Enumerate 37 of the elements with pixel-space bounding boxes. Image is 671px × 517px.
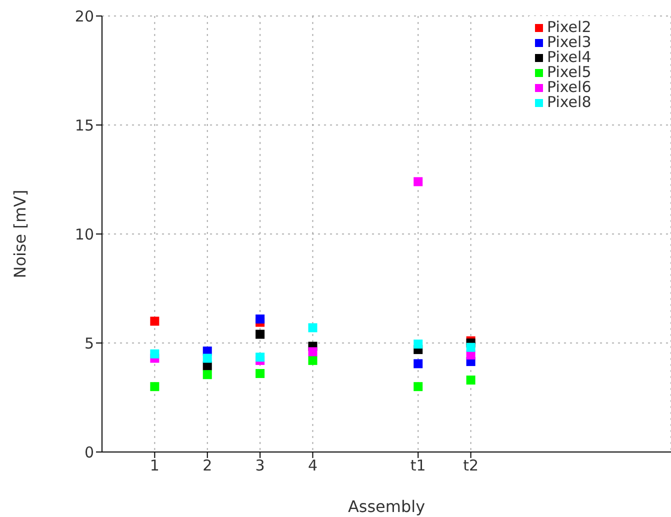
x-axis-title: Assembly [348, 497, 426, 516]
point [150, 382, 160, 392]
y-tick-label: 0 [84, 443, 94, 462]
point [308, 356, 318, 365]
point [256, 314, 265, 324]
y-axis-title: Noise [mV] [10, 190, 30, 278]
point [466, 342, 476, 352]
legend-label: Pixel3 [547, 33, 592, 51]
y-tick-label: 15 [74, 116, 94, 134]
legend-label: Pixel5 [547, 63, 592, 81]
point [414, 359, 423, 368]
x-tick-label: t1 [410, 456, 426, 475]
point [308, 323, 318, 332]
point [308, 347, 318, 356]
point [414, 340, 423, 349]
legend-label: Pixel4 [547, 48, 592, 66]
legend-label: Pixel2 [547, 18, 592, 36]
point [414, 382, 423, 392]
y-tick-label: 20 [74, 7, 94, 26]
legend-label: Pixel8 [547, 93, 592, 111]
x-tick-label: 2 [202, 456, 212, 475]
x-tick-label: 4 [308, 456, 318, 475]
point [466, 376, 476, 385]
point [414, 177, 423, 186]
point [150, 316, 160, 326]
x-tick-label: 3 [255, 456, 265, 475]
x-tick-label: t2 [463, 456, 479, 475]
point [202, 370, 212, 380]
legend-label: Pixel6 [547, 78, 592, 96]
point [256, 352, 265, 362]
point [150, 349, 160, 358]
point [256, 369, 265, 378]
point [256, 330, 265, 339]
y-tick-label: 10 [74, 225, 94, 244]
x-tick-label: 1 [150, 456, 160, 475]
y-tick-label: 5 [84, 334, 94, 352]
point [202, 354, 212, 363]
